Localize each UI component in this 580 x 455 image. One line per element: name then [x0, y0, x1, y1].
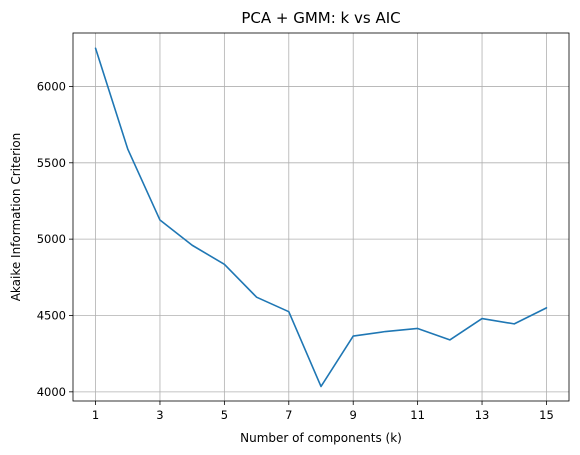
- series-line: [94, 47, 548, 388]
- chart-title: PCA + GMM: k vs AIC: [241, 9, 400, 27]
- series-layer: [94, 47, 548, 388]
- x-axis-label: Number of components (k): [240, 431, 402, 445]
- y-tick-label: 5000: [37, 232, 66, 246]
- x-tick-label: 7: [285, 408, 292, 422]
- y-tick-label: 4000: [37, 385, 66, 399]
- x-tick-label: 9: [350, 408, 357, 422]
- y-tick-label: 4500: [37, 308, 66, 322]
- x-tick-label: 5: [221, 408, 228, 422]
- x-tick-label: 11: [410, 408, 425, 422]
- grid: [73, 33, 569, 401]
- x-tick-label: 15: [539, 408, 554, 422]
- y-tick-label: 6000: [37, 79, 66, 93]
- x-tick-label: 13: [475, 408, 490, 422]
- y-axis-label: Akaike Information Criterion: [9, 133, 23, 302]
- y-tick-label: 5500: [37, 156, 66, 170]
- x-tick-label: 1: [92, 408, 99, 422]
- x-tick-label: 3: [156, 408, 163, 422]
- plot-frame: [72, 32, 570, 402]
